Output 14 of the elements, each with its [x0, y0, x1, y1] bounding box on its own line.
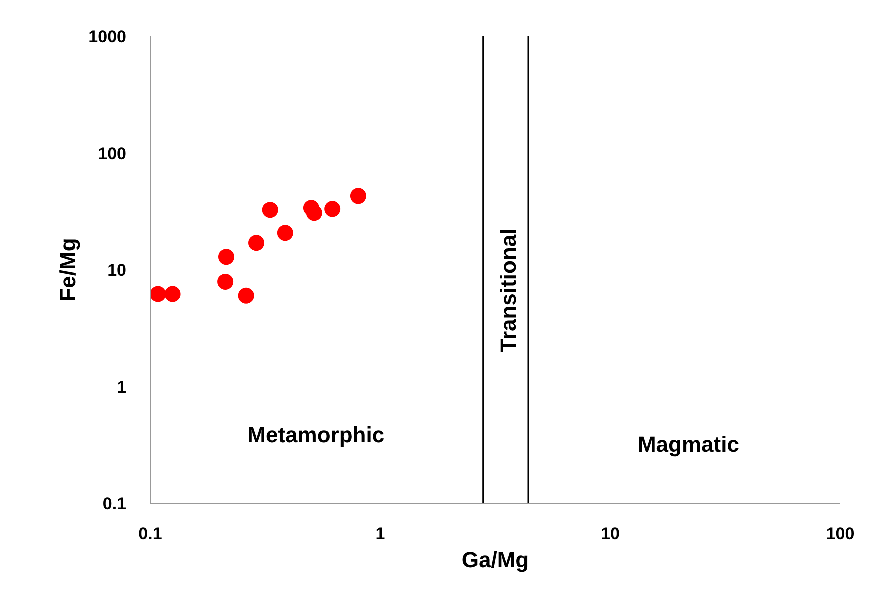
annotation: Magmatic — [638, 432, 740, 457]
x-tick-label: 0.1 — [138, 524, 162, 544]
y-tick-label: 100 — [98, 144, 127, 164]
y-tick-label: 1000 — [88, 28, 127, 46]
x-axis-title: Ga/Mg — [462, 548, 530, 572]
y-tick-label: 0.1 — [102, 494, 127, 514]
y-tick-label: 10 — [108, 261, 127, 280]
y-axis-title: Fe/Mg — [56, 238, 81, 302]
annotation: Metamorphic — [248, 422, 385, 448]
annotation: Transitional — [496, 228, 522, 352]
x-tick-label: 10 — [601, 524, 620, 544]
x-tick-label: 100 — [826, 524, 855, 544]
x-tick-label: 1 — [376, 524, 386, 544]
y-tick-label: 1 — [117, 378, 127, 397]
